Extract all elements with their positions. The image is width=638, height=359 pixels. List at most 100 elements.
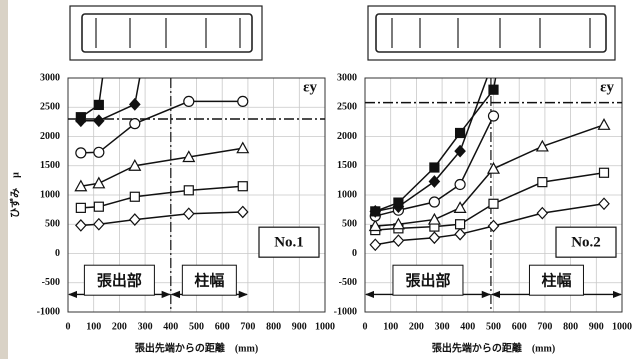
- x-axis-label: 張出先端からの距離 (mm): [432, 341, 555, 354]
- x-tick-label: 0: [66, 321, 71, 332]
- specimen-label: No.1: [274, 235, 304, 251]
- marker: [93, 178, 104, 188]
- region-label: 張出部: [405, 272, 450, 290]
- region-label: 張出部: [97, 272, 142, 290]
- photo-edge: [0, 0, 8, 359]
- marker: [600, 168, 609, 177]
- y-tick-label: -1000: [37, 306, 60, 317]
- y-tick-label: 500: [342, 219, 357, 230]
- x-tick-label: 600: [512, 321, 527, 332]
- marker: [489, 221, 499, 232]
- section-drawing-1: [70, 6, 262, 60]
- section-drawing-2: [368, 6, 615, 60]
- x-tick-label: 500: [189, 321, 204, 332]
- specimen-label: No.2: [571, 235, 601, 251]
- region-label: 柱幅: [194, 272, 224, 290]
- y-tick-label: 0: [352, 248, 357, 259]
- x-tick-label: 100: [86, 321, 101, 332]
- marker: [130, 214, 140, 225]
- marker: [238, 182, 247, 191]
- marker: [429, 214, 440, 224]
- marker: [370, 239, 380, 250]
- series-line: [81, 148, 243, 186]
- marker: [184, 208, 194, 219]
- y-tick-label: 1500: [40, 160, 60, 171]
- y-tick-label: 2000: [337, 131, 357, 142]
- y-tick-label: 3000: [40, 72, 60, 83]
- marker: [94, 202, 103, 211]
- yield-label: εy: [303, 79, 317, 95]
- marker: [538, 178, 547, 187]
- marker: [489, 85, 498, 94]
- marker: [455, 179, 465, 189]
- marker: [489, 199, 498, 208]
- x-tick-label: 300: [138, 321, 153, 332]
- marker: [237, 143, 248, 153]
- y-tick-label: 1000: [337, 189, 357, 200]
- y-tick-label: -1000: [334, 306, 357, 317]
- y-tick-label: 0: [55, 248, 60, 259]
- marker: [393, 235, 403, 246]
- x-tick-label: 800: [563, 321, 578, 332]
- marker: [456, 128, 465, 137]
- y-tick-label: 3000: [337, 72, 357, 83]
- x-tick-label: 900: [292, 321, 307, 332]
- x-tick-label: 500: [486, 321, 501, 332]
- x-tick-label: 800: [266, 321, 281, 332]
- marker: [130, 99, 140, 110]
- x-tick-label: 700: [240, 321, 255, 332]
- y-tick-label: 2500: [337, 102, 357, 113]
- marker: [94, 115, 104, 126]
- y-axis-label: ひずみ μ: [8, 172, 21, 218]
- plot-area: [370, 55, 610, 250]
- marker: [429, 232, 439, 243]
- y-tick-label: 1500: [337, 160, 357, 171]
- x-tick-label: 0: [363, 321, 368, 332]
- marker: [94, 100, 103, 109]
- y-tick-label: 2000: [40, 131, 60, 142]
- marker: [184, 186, 193, 195]
- y-tick-label: 2500: [40, 102, 60, 113]
- marker: [94, 147, 104, 157]
- marker: [537, 208, 547, 219]
- region-label: 柱幅: [541, 272, 571, 290]
- x-tick-label: 900: [589, 321, 604, 332]
- marker: [456, 220, 465, 229]
- x-tick-label: 1000: [612, 321, 632, 332]
- marker: [599, 119, 610, 129]
- marker: [394, 198, 403, 207]
- y-tick-label: 1000: [40, 189, 60, 200]
- marker: [238, 206, 248, 217]
- x-tick-label: 100: [383, 321, 398, 332]
- series-line: [81, 101, 243, 152]
- marker: [184, 96, 194, 106]
- y-tick-label: -500: [339, 277, 357, 288]
- marker: [76, 148, 86, 158]
- marker: [238, 96, 248, 106]
- x-tick-label: 300: [435, 321, 450, 332]
- x-tick-label: 1000: [315, 321, 335, 332]
- marker: [488, 163, 499, 173]
- x-tick-label: 700: [537, 321, 552, 332]
- marker: [599, 198, 609, 209]
- marker: [371, 207, 380, 216]
- y-tick-label: 500: [45, 219, 60, 230]
- figure: -1000-5000500100015002000250030000100200…: [0, 0, 638, 359]
- x-tick-label: 200: [409, 321, 424, 332]
- marker: [94, 219, 104, 230]
- marker: [130, 192, 139, 201]
- x-tick-label: 400: [460, 321, 475, 332]
- marker: [537, 141, 548, 151]
- x-tick-label: 600: [215, 321, 230, 332]
- series-line: [81, 186, 243, 208]
- marker: [130, 119, 140, 129]
- marker: [429, 197, 439, 207]
- marker: [455, 229, 465, 240]
- y-tick-label: -500: [42, 277, 60, 288]
- marker: [76, 203, 85, 212]
- marker: [430, 163, 439, 172]
- series-line: [375, 60, 498, 211]
- marker: [76, 220, 86, 231]
- x-axis-label: 張出先端からの距離 (mm): [135, 341, 258, 354]
- yield-label: εy: [600, 79, 614, 95]
